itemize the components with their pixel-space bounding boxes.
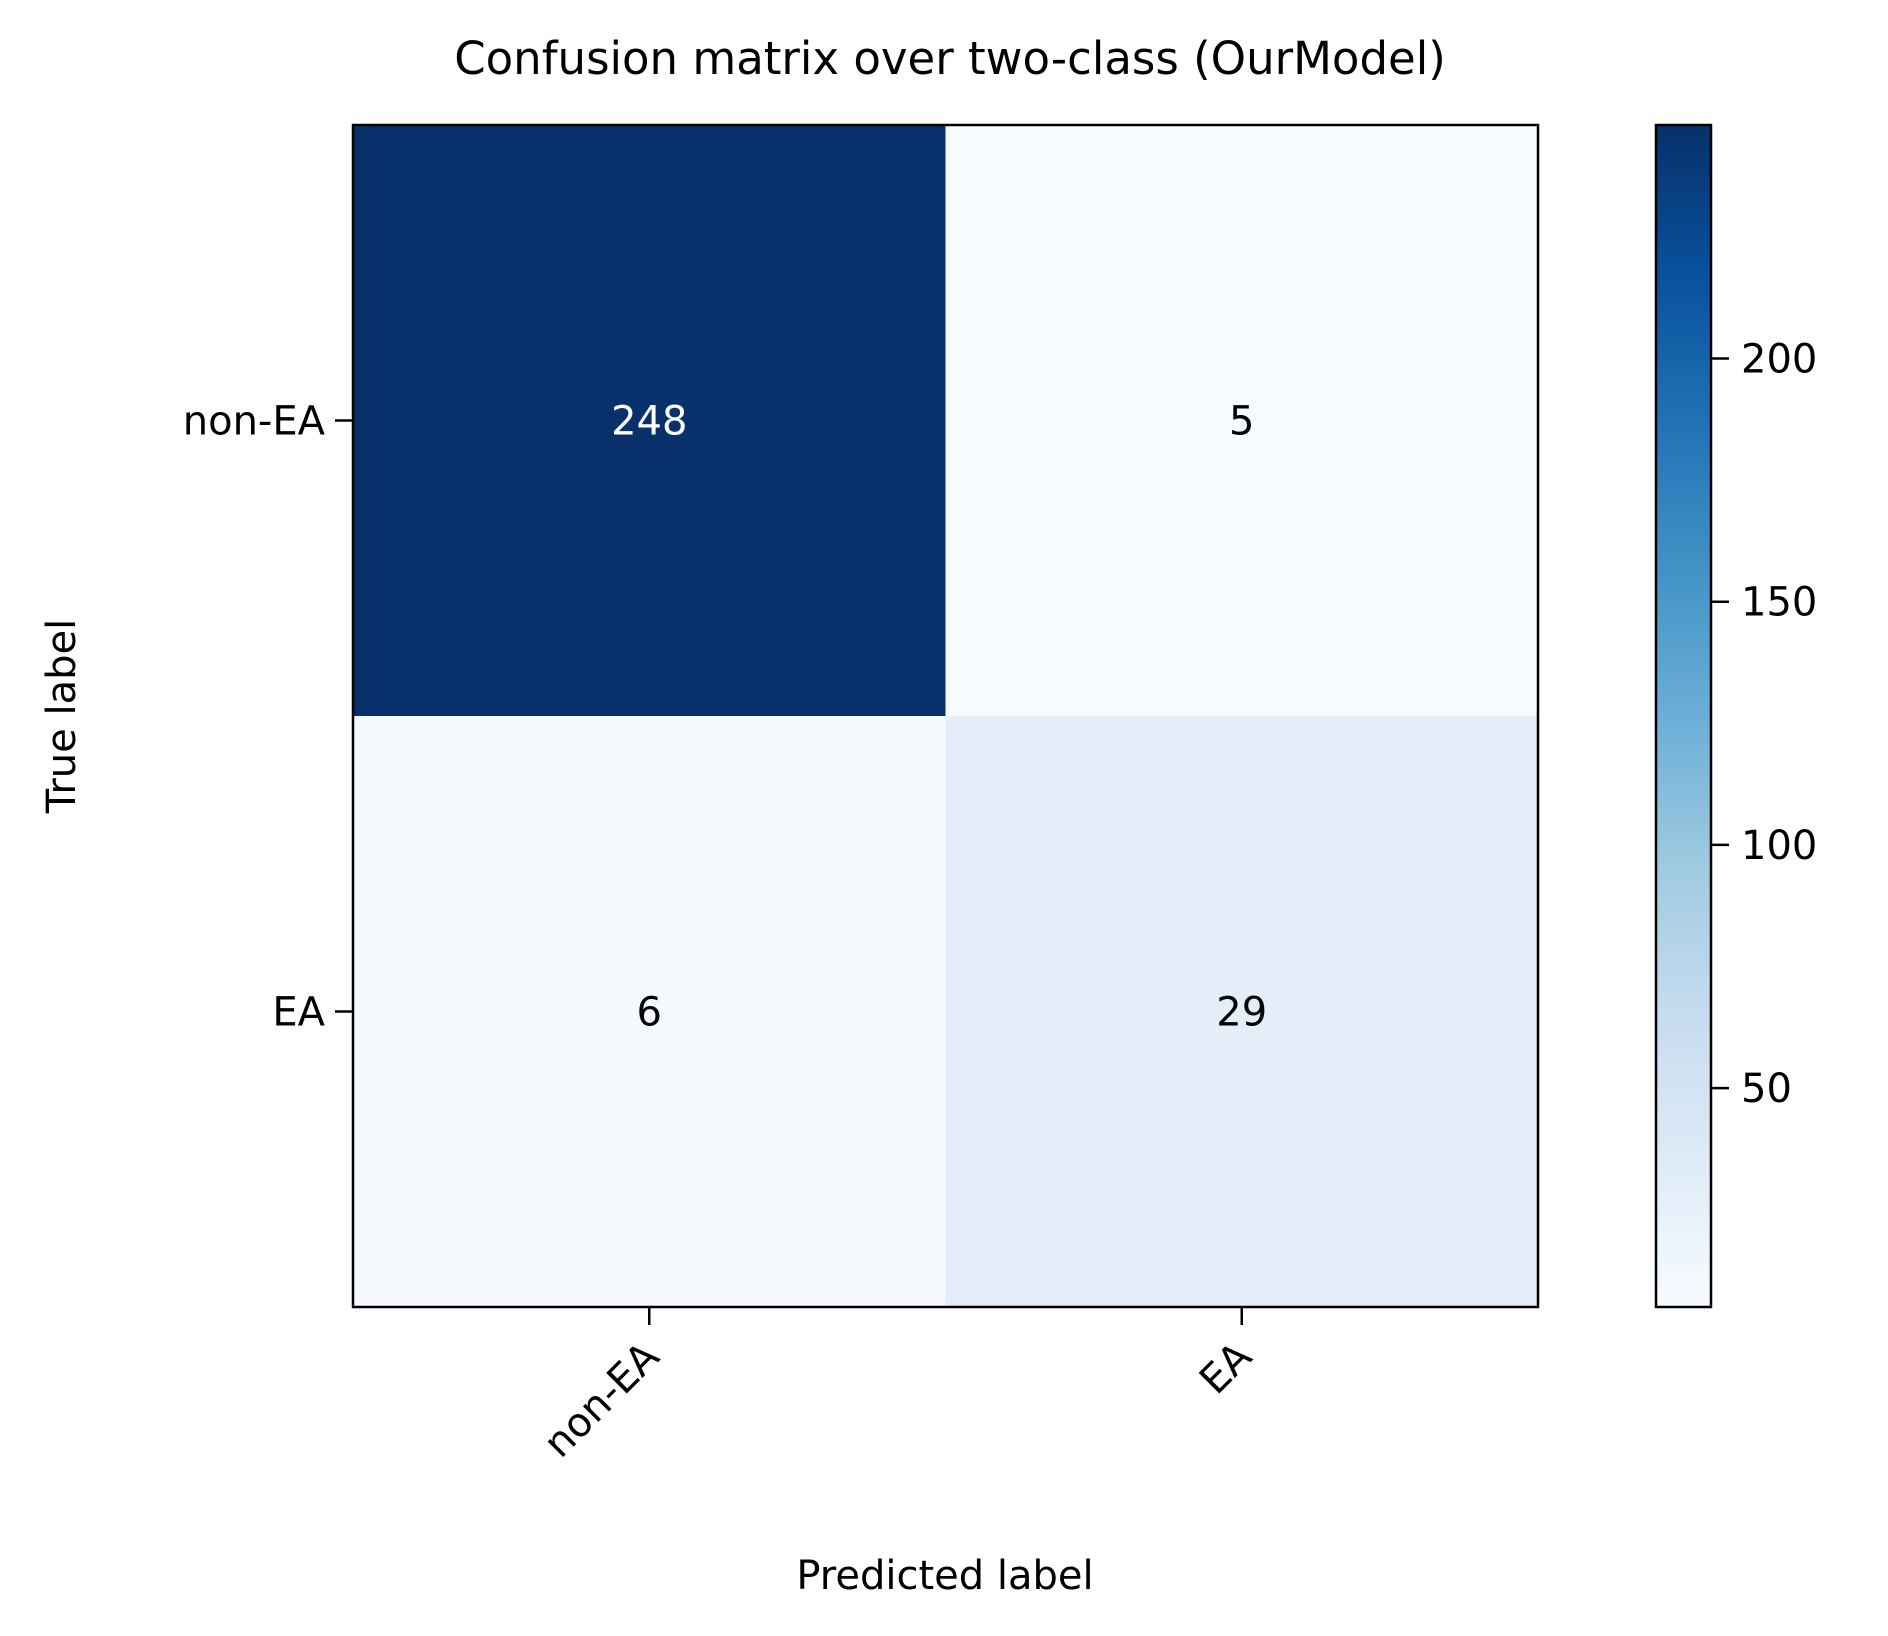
cell-value-label: 29: [1216, 990, 1267, 1036]
colorbar-tick-label: 50: [1741, 1066, 1792, 1112]
y-axis-label: True label: [39, 619, 85, 814]
matrix-cell: [945, 125, 1539, 717]
plot-frame: [351, 123, 1540, 1309]
colorbar: 50 100 150 200: [1654, 123, 1817, 1309]
matrix-cell-labels: 248 5 6 29: [611, 399, 1267, 1036]
matrix-cell: [945, 716, 1539, 1308]
x-tick-label: non-EA: [535, 1333, 669, 1467]
x-axis-label: Predicted label: [796, 1553, 1093, 1599]
y-tick-label: EA: [272, 990, 325, 1036]
matrix-cells: [353, 125, 1539, 1308]
cell-value-label: 5: [1229, 399, 1254, 445]
colorbar-gradient: [1654, 123, 1713, 1309]
y-tick-label: non-EA: [183, 399, 326, 445]
cell-value-label: 6: [637, 990, 662, 1036]
chart-title: Confusion matrix over two-class (OurMode…: [454, 32, 1446, 85]
colorbar-tick-label: 100: [1741, 823, 1817, 869]
y-axis-ticks: non-EA EA: [183, 399, 353, 1036]
x-tick-label: EA: [1191, 1333, 1261, 1403]
x-axis-ticks: non-EA EA: [535, 1307, 1261, 1467]
cell-value-label: 248: [611, 399, 687, 445]
colorbar-ticks: 50 100 150 200: [1711, 336, 1817, 1112]
matrix-cell: [353, 716, 946, 1308]
matrix-cell: [353, 125, 946, 717]
colorbar-tick-label: 200: [1741, 336, 1817, 382]
colorbar-tick-label: 150: [1741, 580, 1817, 626]
